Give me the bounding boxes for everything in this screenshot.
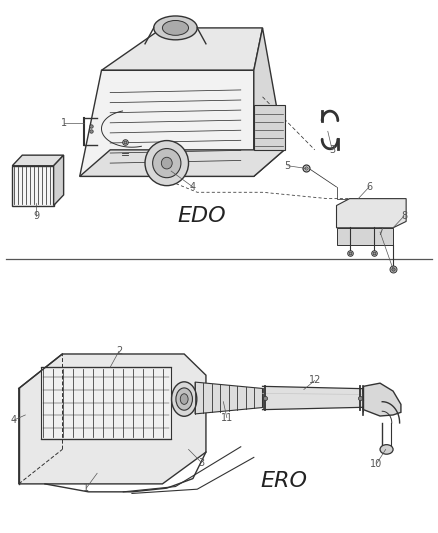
Text: 1: 1 — [61, 118, 67, 128]
Text: 5: 5 — [285, 161, 291, 171]
Text: 3: 3 — [198, 458, 205, 467]
Ellipse shape — [172, 382, 197, 416]
Text: 8: 8 — [401, 211, 407, 221]
Text: 6: 6 — [366, 182, 372, 192]
FancyBboxPatch shape — [254, 105, 285, 150]
Polygon shape — [80, 70, 254, 176]
Text: ERO: ERO — [261, 471, 308, 491]
Text: EDO: EDO — [177, 206, 226, 226]
Polygon shape — [102, 28, 262, 70]
Text: 4: 4 — [11, 415, 17, 425]
Polygon shape — [254, 28, 284, 176]
Text: 11: 11 — [221, 413, 233, 423]
Ellipse shape — [176, 388, 192, 410]
Text: 12: 12 — [308, 375, 321, 385]
Ellipse shape — [145, 141, 188, 185]
Text: 1: 1 — [83, 483, 89, 493]
Text: 9: 9 — [33, 211, 39, 221]
Polygon shape — [195, 382, 262, 414]
Ellipse shape — [380, 445, 393, 454]
Polygon shape — [12, 166, 53, 206]
Ellipse shape — [162, 20, 188, 35]
Ellipse shape — [152, 149, 181, 177]
Text: 4: 4 — [190, 182, 196, 192]
Text: 7: 7 — [377, 227, 383, 237]
Ellipse shape — [180, 394, 188, 405]
Polygon shape — [262, 386, 363, 410]
Polygon shape — [364, 383, 401, 416]
Text: 10: 10 — [371, 459, 383, 469]
Polygon shape — [41, 367, 171, 439]
Polygon shape — [19, 354, 206, 484]
Polygon shape — [12, 155, 64, 166]
Polygon shape — [80, 150, 284, 176]
Polygon shape — [53, 155, 64, 206]
Ellipse shape — [161, 157, 172, 169]
Polygon shape — [336, 199, 406, 228]
Ellipse shape — [154, 16, 197, 40]
Text: 3: 3 — [329, 145, 335, 155]
Polygon shape — [336, 228, 393, 245]
Text: 2: 2 — [116, 346, 122, 357]
